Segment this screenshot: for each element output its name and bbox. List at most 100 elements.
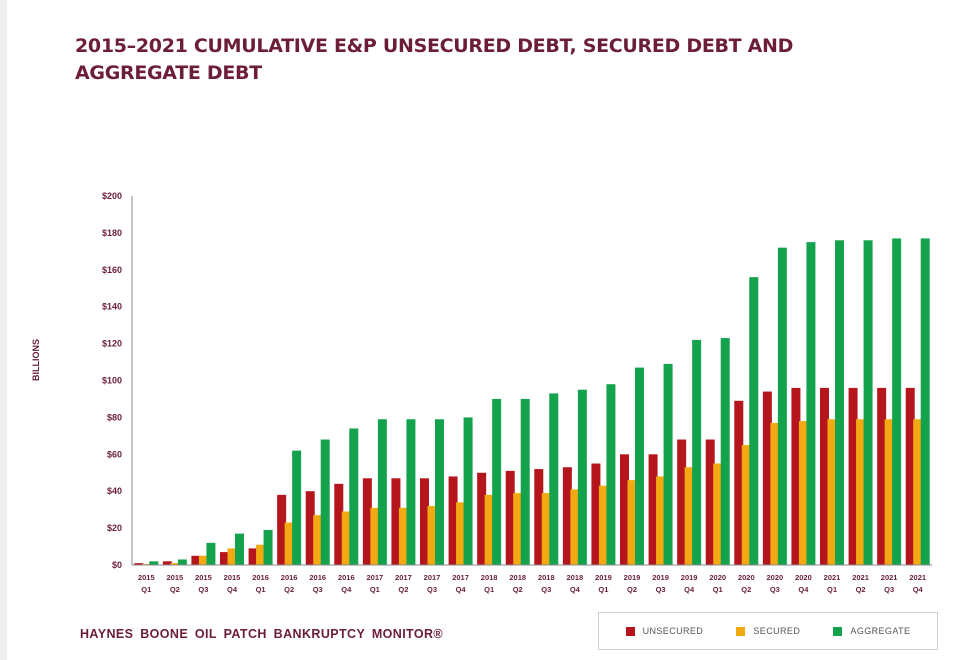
x-tick-quarter: Q1 xyxy=(256,585,266,594)
bar-secured xyxy=(884,419,894,565)
bar-aggregate xyxy=(149,561,159,565)
legend-swatch-aggregate xyxy=(833,626,843,636)
x-tick-year: 2020 xyxy=(795,573,812,582)
legend-label-aggregate: AGGREGATE xyxy=(850,626,911,636)
bar-secured xyxy=(598,485,608,565)
bar-unsecured xyxy=(191,555,201,565)
legend-item-secured: SECURED xyxy=(736,626,800,636)
x-tick-year: 2017 xyxy=(424,573,441,582)
x-tick-year: 2019 xyxy=(681,573,698,582)
x-tick-year: 2020 xyxy=(767,573,784,582)
bar-unsecured xyxy=(505,470,515,565)
bar-unsecured xyxy=(134,563,144,565)
bar-secured xyxy=(370,507,380,565)
bar-unsecured xyxy=(277,494,287,565)
bar-secured xyxy=(313,515,323,565)
bar-aggregate xyxy=(835,240,844,565)
bar-secured xyxy=(256,544,266,565)
bar-unsecured xyxy=(734,400,744,565)
bar-unsecured xyxy=(820,387,829,565)
x-tick-quarter: Q2 xyxy=(284,585,294,594)
bar-unsecured xyxy=(362,478,372,565)
x-tick-year: 2021 xyxy=(852,573,869,582)
bar-secured xyxy=(856,419,866,565)
bar-aggregate xyxy=(435,419,444,565)
x-tick-year: 2015 xyxy=(167,573,184,582)
bar-aggregate xyxy=(549,393,559,565)
bar-aggregate xyxy=(492,398,502,565)
bar-aggregate xyxy=(777,247,787,565)
x-tick-quarter: Q2 xyxy=(398,585,408,594)
x-tick-year: 2021 xyxy=(824,573,841,582)
x-tick-quarter: Q2 xyxy=(170,585,180,594)
y-tick-label: $100 xyxy=(102,376,122,386)
bar-secured xyxy=(827,419,837,565)
bar-secured xyxy=(398,507,408,565)
bar-aggregate xyxy=(377,419,387,565)
bar-secured xyxy=(484,494,494,565)
bar-aggregate xyxy=(635,367,644,565)
bar-aggregate xyxy=(320,439,330,565)
y-tick-label: $40 xyxy=(107,486,122,496)
bar-unsecured xyxy=(534,469,544,565)
bar-unsecured xyxy=(248,548,258,565)
bar-unsecured xyxy=(677,439,687,565)
y-tick-label: $80 xyxy=(107,412,122,422)
bar-secured xyxy=(198,555,208,565)
bar-aggregate xyxy=(206,542,216,565)
bar-secured xyxy=(541,493,551,565)
bar-secured xyxy=(570,489,580,565)
bar-secured xyxy=(741,445,751,565)
x-tick-quarter: Q2 xyxy=(741,585,751,594)
bar-unsecured xyxy=(591,463,601,565)
bar-unsecured xyxy=(448,476,458,565)
y-tick-label: $20 xyxy=(107,523,122,533)
x-tick-quarter: Q1 xyxy=(484,585,494,594)
chart-title: 2015–2021 CUMULATIVE E&P UNSECURED DEBT,… xyxy=(75,35,794,84)
bar-aggregate xyxy=(863,240,873,565)
x-tick-year: 2021 xyxy=(881,573,898,582)
y-tick-label: $200 xyxy=(102,191,122,201)
bar-secured xyxy=(513,493,523,565)
bar-unsecured xyxy=(305,491,315,565)
x-tick-quarter: Q1 xyxy=(827,585,837,594)
bar-aggregate xyxy=(263,529,273,565)
x-tick-year: 2019 xyxy=(652,573,669,582)
x-tick-year: 2017 xyxy=(452,573,469,582)
bar-aggregate xyxy=(720,338,730,565)
x-tick-year: 2015 xyxy=(138,573,155,582)
bar-secured xyxy=(170,563,180,565)
bar-aggregate xyxy=(577,389,587,565)
bar-aggregate xyxy=(692,339,702,565)
x-tick-year: 2016 xyxy=(338,573,355,582)
bar-unsecured xyxy=(334,483,344,565)
bar-secured xyxy=(284,522,294,565)
x-tick-quarter: Q1 xyxy=(713,585,723,594)
x-tick-quarter: Q1 xyxy=(370,585,380,594)
bar-secured xyxy=(627,480,637,565)
x-tick-year: 2019 xyxy=(595,573,612,582)
y-tick-label: $180 xyxy=(102,228,122,238)
bar-aggregate xyxy=(463,417,473,565)
bar-secured xyxy=(713,463,723,565)
y-tick-label: $60 xyxy=(107,449,122,459)
x-tick-year: 2017 xyxy=(367,573,384,582)
legend-label-unsecured: UNSECURED xyxy=(642,626,704,636)
bar-unsecured xyxy=(162,561,172,565)
y-tick-label: $160 xyxy=(102,265,122,275)
bar-unsecured xyxy=(905,387,915,565)
x-tick-year: 2018 xyxy=(567,573,584,582)
x-tick-quarter: Q1 xyxy=(141,585,151,594)
x-tick-quarter: Q1 xyxy=(598,585,608,594)
bar-secured xyxy=(913,419,923,565)
x-tick-year: 2020 xyxy=(738,573,755,582)
x-tick-quarter: Q3 xyxy=(656,585,666,594)
bar-aggregate xyxy=(606,384,616,565)
bar-secured xyxy=(227,548,237,565)
x-tick-year: 2018 xyxy=(509,573,526,582)
bar-unsecured xyxy=(762,391,772,565)
bar-unsecured xyxy=(877,387,887,565)
bar-unsecured xyxy=(477,472,487,565)
x-tick-quarter: Q2 xyxy=(856,585,866,594)
